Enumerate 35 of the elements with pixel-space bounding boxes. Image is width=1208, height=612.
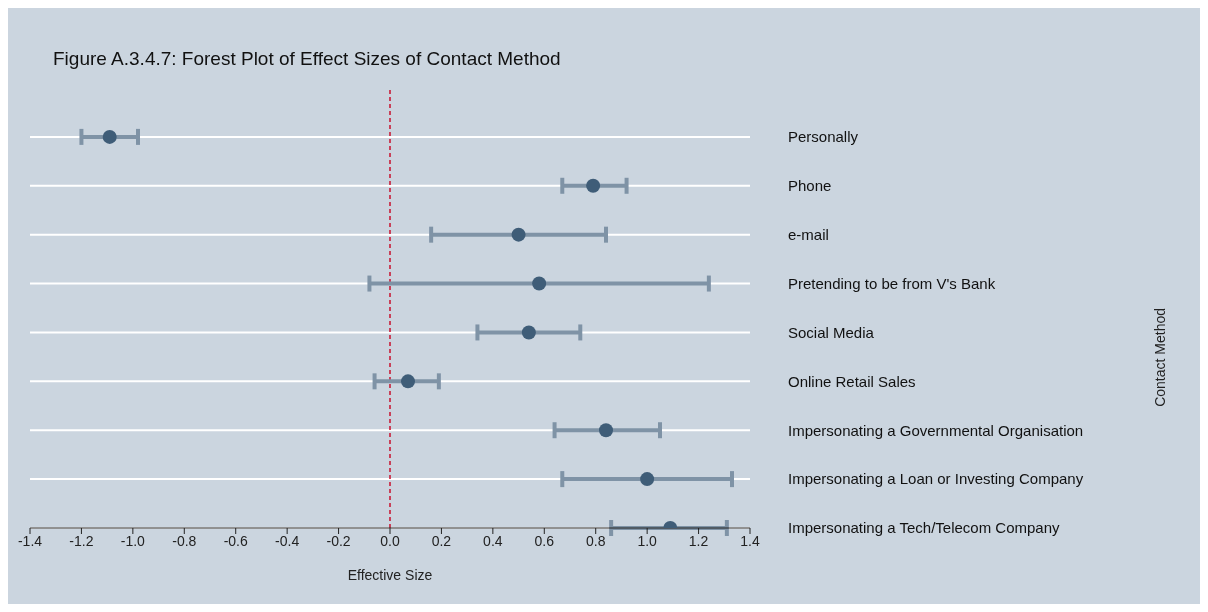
x-tick-label: -0.8 [172, 532, 197, 549]
x-tick-label: 0.0 [380, 532, 400, 549]
x-tick-label: 0.8 [585, 532, 606, 549]
point [521, 325, 536, 340]
x-tick-label: 0.4 [483, 532, 503, 549]
y-tick-label: Phone [788, 177, 832, 195]
x-tick-label: 1.4 [740, 532, 760, 549]
point [511, 227, 526, 242]
x-axis-title: Effective Size [347, 567, 433, 583]
point [599, 423, 613, 438]
x-tick-label: -1.2 [69, 532, 94, 549]
point [586, 178, 601, 193]
y-tick-label: Impersonating a Tech/Telecom Company [788, 519, 1061, 537]
y-tick-label: Online Retail Sales [788, 372, 916, 390]
x-tick-label: -1.4 [17, 532, 43, 549]
y-tick-label: Pretending to be from V's Bank [788, 274, 996, 292]
point [401, 374, 415, 389]
point [102, 129, 117, 144]
y-tick-label: Impersonating a Loan or Investing Company [788, 470, 1084, 488]
x-tick-label: 0.6 [534, 532, 555, 549]
y-axis-title: Contact Method [1151, 308, 1168, 407]
point [640, 472, 655, 487]
x-tick-label: 1.0 [637, 532, 658, 549]
y-tick-label: Social Media [788, 323, 875, 341]
y-tick-label: Personally [788, 128, 859, 146]
point [532, 276, 547, 291]
x-tick-label: -1.0 [120, 532, 146, 549]
y-tick-label: Impersonating a Governmental Organisation [788, 421, 1084, 439]
x-tick-label: 1.2 [688, 532, 709, 549]
x-tick-label: -0.6 [223, 532, 248, 549]
x-tick-label: -0.4 [275, 532, 300, 549]
x-tick-label: -0.2 [326, 532, 351, 549]
x-tick-label: 0.2 [431, 532, 452, 549]
chart-title: Figure A.3.4.7: Forest Plot of Effect Sizes of Contact Method [53, 48, 561, 70]
y-tick-label: e-mail [788, 225, 829, 243]
